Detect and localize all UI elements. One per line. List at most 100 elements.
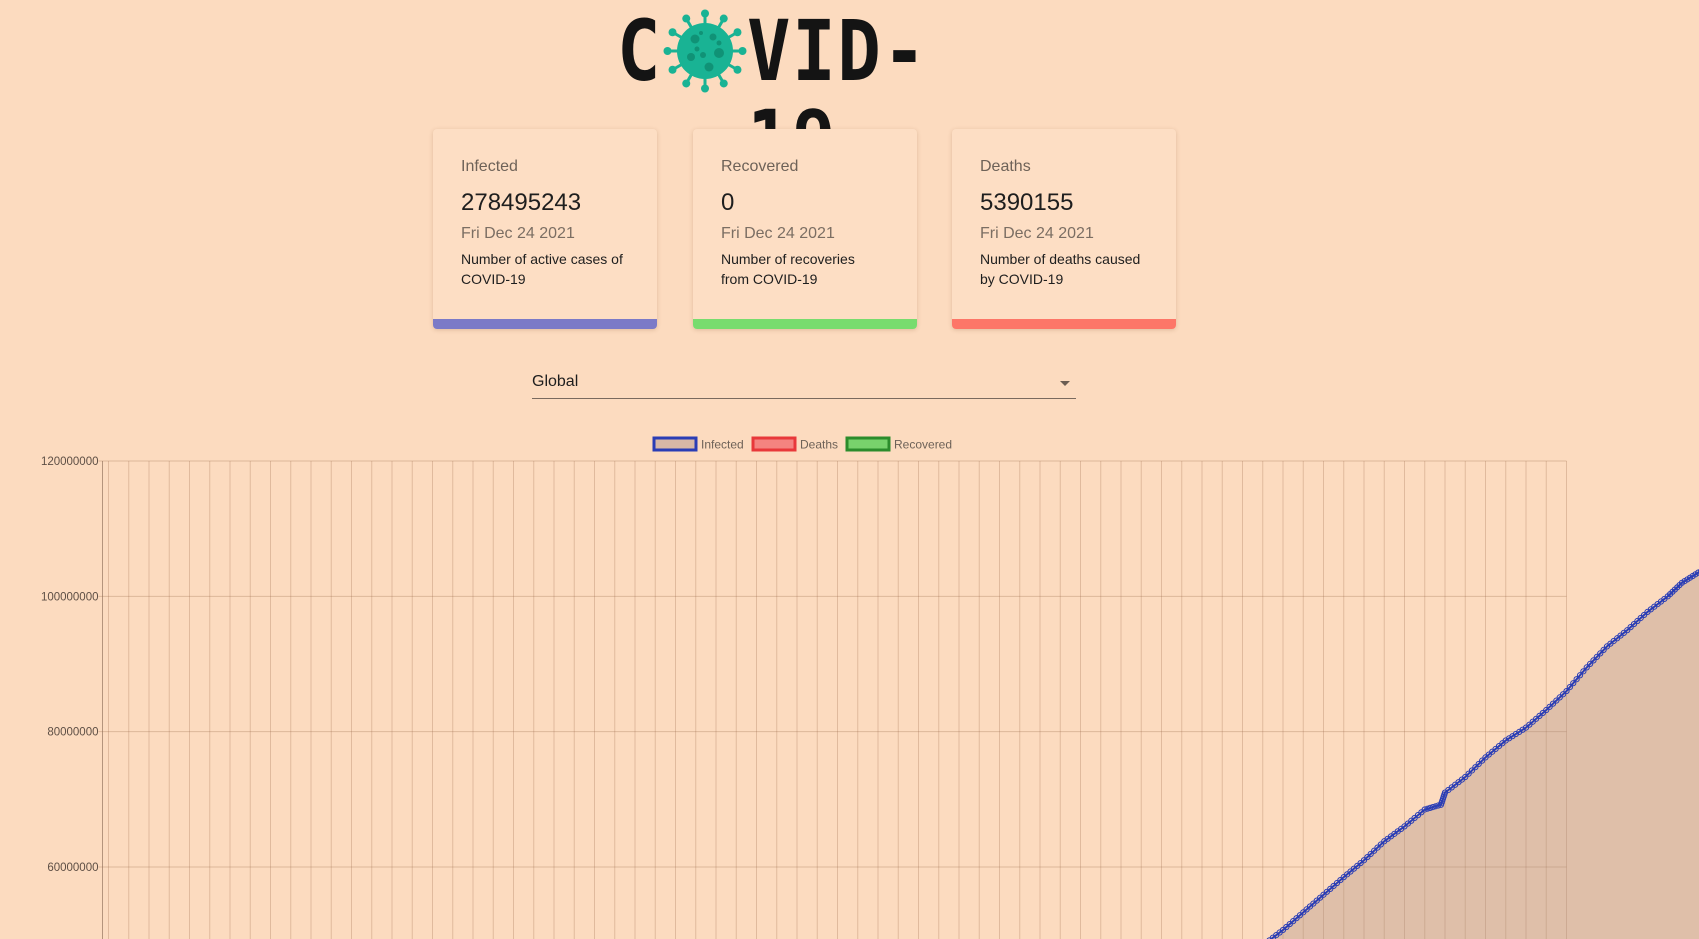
y-tick-label: 120000000 <box>41 456 99 468</box>
virus-body <box>677 23 733 79</box>
legend-label-infected: Infected <box>701 438 744 452</box>
y-tick-label: 60000000 <box>47 862 98 874</box>
legend-swatch-deaths <box>751 436 797 452</box>
card-title: Infected <box>461 158 518 175</box>
data-point <box>1427 804 1434 812</box>
virus-spike-tip <box>733 28 742 37</box>
virus-spike-tip <box>701 9 709 18</box>
deaths-card: Deaths 5390155 Fri Dec 24 2021 Number of… <box>952 129 1176 329</box>
virus-spot <box>714 48 724 58</box>
data-point <box>1627 624 1634 631</box>
data-point <box>1583 664 1590 671</box>
data-point <box>1576 672 1584 679</box>
data-point <box>1556 694 1563 701</box>
data-point <box>1637 614 1644 622</box>
card-title: Recovered <box>721 158 799 175</box>
chart-grid <box>98 460 1567 939</box>
virus-spot <box>709 33 717 41</box>
virus-spike-tip <box>668 28 677 37</box>
data-point <box>1641 611 1648 619</box>
legend-swatch-infected <box>652 436 698 452</box>
data-point <box>1364 853 1371 861</box>
data-point <box>1593 653 1600 660</box>
virus-spike-tip <box>682 14 691 23</box>
card-description: Number of active cases of COVID-19 <box>461 251 623 287</box>
data-point <box>1553 697 1560 704</box>
data-point <box>1590 657 1597 664</box>
data-point <box>1543 706 1550 714</box>
y-axis-ticks: 1200000001000000008000000060000000400000… <box>41 456 99 874</box>
series-area-infected <box>1090 572 1699 939</box>
virus-spike-tip <box>719 14 728 23</box>
card-title: Deaths <box>980 158 1031 175</box>
recovered-card: Recovered 0 Fri Dec 24 2021 Number of re… <box>693 129 917 329</box>
data-point <box>1432 803 1439 810</box>
legend-label-deaths: Deaths <box>800 438 838 452</box>
data-point <box>1573 676 1580 683</box>
country-select-value: Global <box>532 373 579 390</box>
virus-spot <box>690 34 700 44</box>
chart-legend: Infected Deaths Recovered <box>652 436 952 452</box>
card-color-bar <box>952 319 1176 329</box>
virus-icon <box>663 9 747 93</box>
data-point <box>1462 773 1469 781</box>
data-point <box>1566 684 1573 691</box>
y-tick-label: 100000000 <box>41 591 99 603</box>
card-description: Number of deaths caused by COVID-19 <box>980 251 1141 287</box>
data-point <box>1472 764 1479 771</box>
data-point <box>1367 850 1374 858</box>
data-point <box>1266 937 1273 939</box>
covid-logo: C VID-19 <box>617 2 991 186</box>
virus-spike-tip <box>682 79 691 88</box>
virus-spike-tip <box>668 65 677 74</box>
data-point <box>1468 767 1476 774</box>
virus-spot <box>704 62 714 72</box>
data-point <box>1587 660 1594 667</box>
country-select[interactable]: Global <box>532 368 1076 399</box>
data-point <box>1697 569 1699 575</box>
card-description: Number of recoveries from COVID-19 <box>721 251 855 287</box>
virus-spot <box>716 40 722 46</box>
data-point <box>1371 847 1378 854</box>
data-point <box>1549 700 1557 707</box>
data-point <box>1465 770 1472 777</box>
virus-spike-tip <box>719 79 728 88</box>
card-value: 5390155 <box>980 189 1074 216</box>
virus-spot <box>687 53 695 61</box>
data-point <box>1475 760 1482 768</box>
card-value: 0 <box>721 189 735 216</box>
data-point <box>1421 806 1428 813</box>
data-point <box>1563 687 1570 695</box>
cases-line-chart: Infected Deaths Recovered 120000000 1000000… <box>41 436 1699 939</box>
virus-spike-tip <box>733 65 742 74</box>
card-color-bar <box>693 319 917 329</box>
data-point <box>1429 804 1436 811</box>
virus-spot <box>699 31 703 35</box>
legend-label-recovered: Recovered <box>894 438 952 452</box>
data-point <box>1624 627 1631 634</box>
chevron-down-icon[interactable] <box>1060 381 1070 386</box>
data-point <box>1360 857 1368 864</box>
data-point <box>1580 668 1587 675</box>
data-point <box>1546 703 1553 710</box>
data-point <box>1570 680 1577 687</box>
logo-title-rest: VID-19 <box>747 2 928 186</box>
data-point <box>1424 805 1431 812</box>
data-point <box>1560 691 1567 698</box>
data-point <box>1630 620 1638 628</box>
data-point <box>1634 617 1641 625</box>
card-date: Fri Dec 24 2021 <box>461 225 575 242</box>
data-point <box>1377 841 1384 848</box>
card-value: 278495243 <box>461 189 582 216</box>
logo-letter-c: C <box>617 2 663 100</box>
virus-spot <box>700 52 706 58</box>
legend-swatch-recovered <box>845 436 891 452</box>
card-date: Fri Dec 24 2021 <box>721 225 835 242</box>
card-color-bar <box>433 319 657 329</box>
virus-spike-tip <box>701 84 709 93</box>
data-point <box>1374 844 1381 851</box>
infected-card: Infected 278495243 Fri Dec 24 2021 Numbe… <box>433 129 657 329</box>
virus-spike-tip <box>663 47 672 55</box>
data-point <box>1479 757 1486 764</box>
data-point <box>1600 646 1607 654</box>
